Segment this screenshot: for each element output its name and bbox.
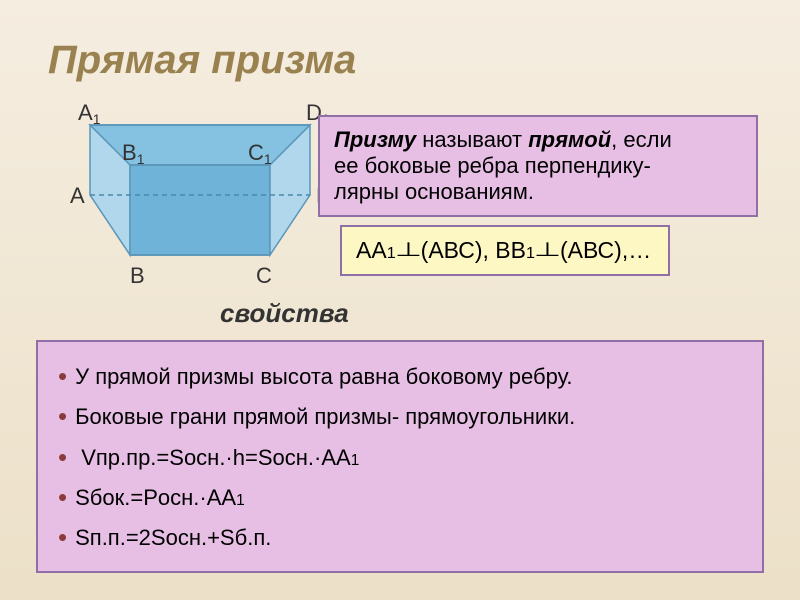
prop-3: Vпр.пр.=Sосн.·h=Sосн.·AA1 [58,437,742,477]
page-title: Прямая призма [48,38,356,83]
prop-4: Sбок.=Pосн.·AA1 [58,477,742,517]
prism-diagram: A1 D1 B1 C1 А D В С [70,95,340,295]
prop-1: У прямой призмы высота равна боковому ре… [58,356,742,396]
properties-box: У прямой призмы высота равна боковому ре… [36,340,764,573]
prop-2: Боковые грани прямой призмы- прямоугольн… [58,396,742,436]
label-C: С [256,263,272,288]
prism-front-face [130,165,270,255]
perp-formula-box: AA1⊥(АВС), BB1⊥(АВС),… [340,225,670,276]
definition-box: Призму называют прямой, если ее боковые … [318,115,758,217]
def-line3: лярны основаниям. [334,179,534,204]
label-A1: A1 [78,100,101,127]
def-line2: ее боковые ребра перпендику- [334,153,651,178]
label-B: В [130,263,145,288]
def-line1: Призму называют прямой, если [334,127,672,152]
label-A: А [70,183,85,208]
prop-5: Sп.п.=2Sосн.+Sб.п. [58,517,742,557]
properties-heading: свойства [220,298,349,329]
